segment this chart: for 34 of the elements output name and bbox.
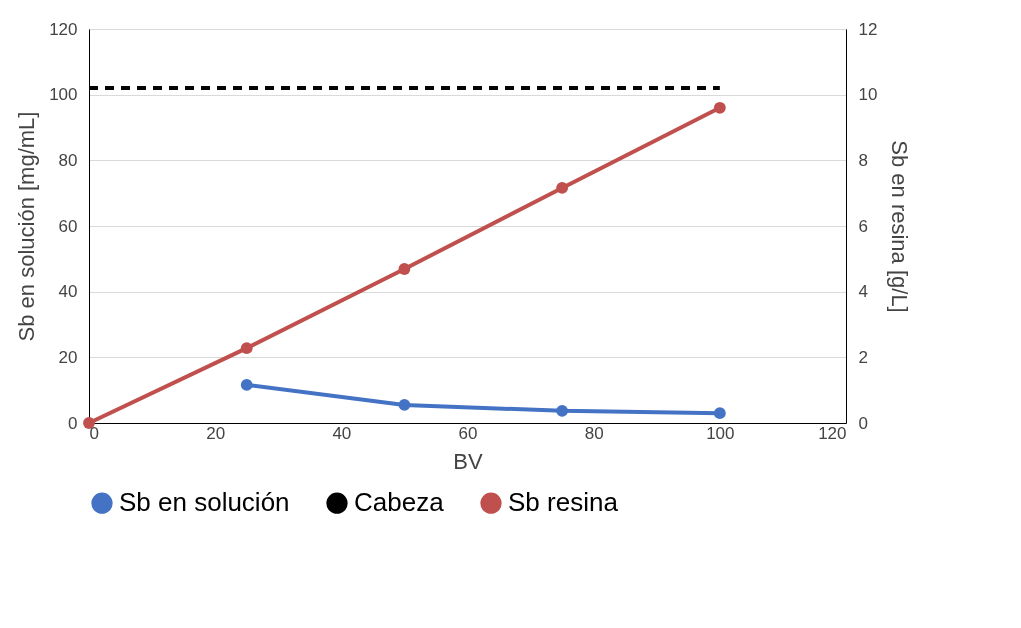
legend-label: Sb resina — [508, 487, 619, 518]
y-tick-label: 120 — [49, 19, 78, 39]
point — [240, 379, 253, 391]
point — [556, 404, 569, 417]
y2-tick-label: 12 — [858, 19, 878, 39]
y2-tick-label: 8 — [858, 150, 868, 170]
x-tick-label: 80 — [584, 423, 604, 443]
point — [713, 101, 726, 114]
y2-tick-label: 2 — [858, 347, 868, 367]
y2-tick-label: 6 — [858, 216, 868, 236]
y-tick-label: 100 — [49, 85, 78, 105]
y-tick-label: 60 — [58, 216, 78, 236]
point — [713, 407, 726, 420]
x-tick-label: 60 — [458, 423, 478, 443]
y-tick-label: 40 — [58, 282, 78, 302]
point — [398, 263, 411, 275]
y-tick-label: 80 — [58, 150, 78, 170]
x-tick-label: 120 — [818, 423, 847, 443]
point — [398, 399, 411, 411]
x-tick-label: 0 — [89, 423, 99, 443]
y-axis-title: Sb en solución [mg/mL] — [14, 111, 40, 342]
y2-axis-title: Sb en resina [g/L] — [887, 140, 913, 313]
x-tick-label: 40 — [332, 423, 352, 443]
point — [556, 182, 569, 194]
x-axis-title: BV — [453, 448, 483, 474]
x-tick-label: 100 — [706, 423, 735, 443]
legend-label: Sb en solución — [119, 487, 290, 518]
x-tick-label: 20 — [206, 423, 226, 443]
y-tick-label: 20 — [58, 347, 78, 367]
y2-tick-label: 10 — [858, 85, 878, 105]
point — [240, 342, 253, 355]
point — [83, 417, 95, 429]
y2-tick-label: 4 — [858, 282, 868, 302]
legend-label: Cabeza — [354, 487, 445, 518]
